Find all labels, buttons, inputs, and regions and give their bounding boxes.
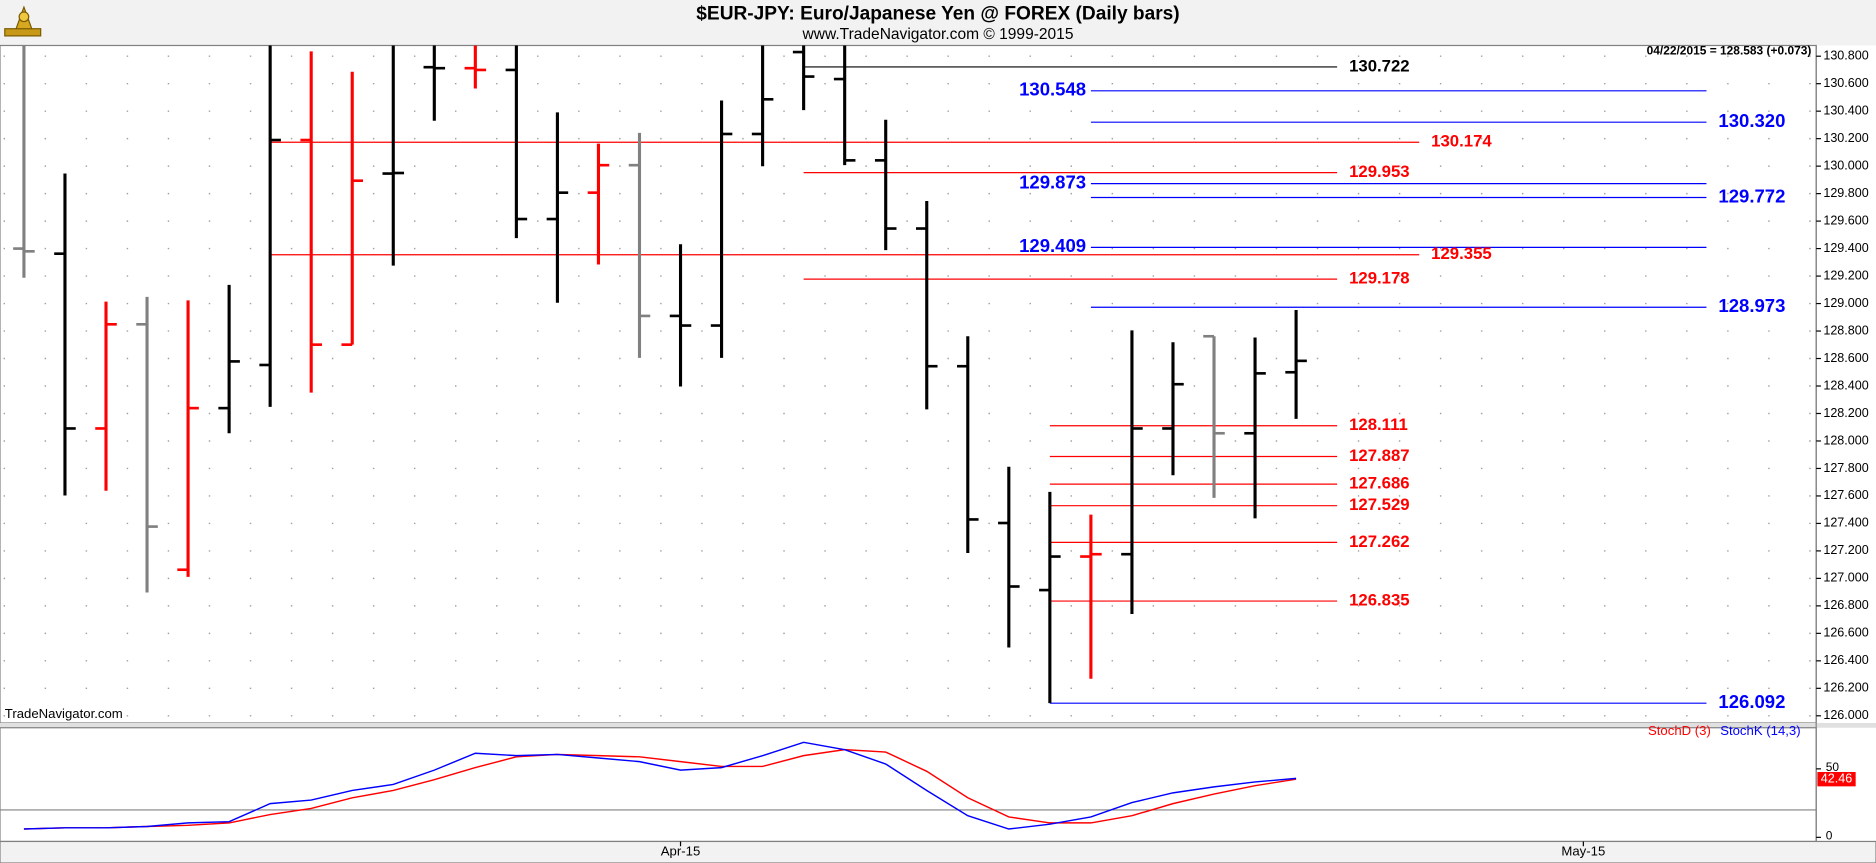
level-label: 129.772 [1718,185,1785,206]
y-tick-label: 130.000 [1823,158,1868,172]
y-tick-label: 127.000 [1823,571,1868,585]
y-tick-label: 128.200 [1823,406,1868,420]
price-plot: 130.722 130.548 130.320 130.174 129.953 129.8… [3,45,1817,717]
y-tick-label: 129.600 [1823,213,1868,227]
y-tick-label: 130.200 [1823,131,1868,145]
y-tick-label: 127.200 [1823,543,1868,557]
last-quote: 04/22/2015 = 128.583 (+0.073) [1647,44,1812,58]
logo [4,5,42,37]
y-tick-label: 130.600 [1823,76,1868,90]
level-label: 127.262 [1349,532,1410,551]
panel-separator [0,722,1876,728]
stoch-line [23,748,1297,830]
y-tick-label: 127.600 [1823,488,1868,502]
value-label: 42.46 [1821,771,1852,785]
y-tick-label: 128.800 [1823,323,1868,337]
chart-title: $EUR-JPY: Euro/Japanese Yen @ FOREX (Dai… [696,3,1179,24]
y-tick-label: 126.800 [1823,598,1868,612]
y-tick-label: 126.600 [1823,626,1868,640]
chart-subtitle: www.TradeNavigator.com © 1999-2015 [802,26,1074,43]
level-label: 127.529 [1349,495,1410,514]
y-tick-label: 126.000 [1823,708,1868,722]
y-tick-label: 128.000 [1823,433,1868,447]
level-label: 129.178 [1349,269,1410,288]
y-tick-label: 128.400 [1823,378,1868,392]
level-label: 126.092 [1718,691,1785,712]
stoch-plot [0,741,1817,830]
value-label-box [1817,771,1856,787]
y-tick-label: 129.000 [1823,296,1868,310]
level-label: 128.973 [1718,295,1785,316]
level-label: 130.174 [1431,132,1492,151]
watermark: TradeNavigator.com [5,706,123,721]
level-label: 130.320 [1718,110,1785,131]
level-label: 126.835 [1349,590,1410,609]
x-tick-label: Apr-15 [661,844,700,859]
date-axis-bg [0,840,1876,863]
level-label: 130.722 [1349,56,1410,75]
price-panel [0,44,1817,724]
stoch-panel [0,727,1817,843]
x-tick-label: May-15 [1561,844,1605,859]
header-bg [0,0,1876,46]
y-tick-label: 129.800 [1823,186,1868,200]
level-label: 129.953 [1349,162,1410,181]
y-tick-label: 130.800 [1823,49,1868,63]
level-label: 127.887 [1349,446,1410,465]
y-tick-label: 128.600 [1823,351,1868,365]
y-tick-label: 0 [1826,828,1833,842]
level-label: 129.409 [1019,235,1086,256]
level-label: 129.355 [1431,244,1492,263]
legend-entry: StochD (3) [1648,723,1711,738]
y-tick-label: 130.400 [1823,103,1868,117]
stoch-line [23,741,1297,830]
level-label: 129.873 [1019,171,1086,192]
legend-entry: StochK (14,3) [1720,723,1800,738]
level-label: 128.111 [1349,415,1408,434]
level-label: 127.686 [1349,474,1410,493]
y-tick-label: 126.400 [1823,653,1868,667]
y-tick-label: 129.400 [1823,241,1868,255]
level-label: 130.548 [1019,79,1086,100]
y-tick-label: 129.200 [1823,268,1868,282]
y-tick-label: 126.200 [1823,681,1868,695]
y-tick-label: 50 [1826,760,1840,774]
y-tick-label: 127.800 [1823,461,1868,475]
y-tick-label: 127.400 [1823,516,1868,530]
